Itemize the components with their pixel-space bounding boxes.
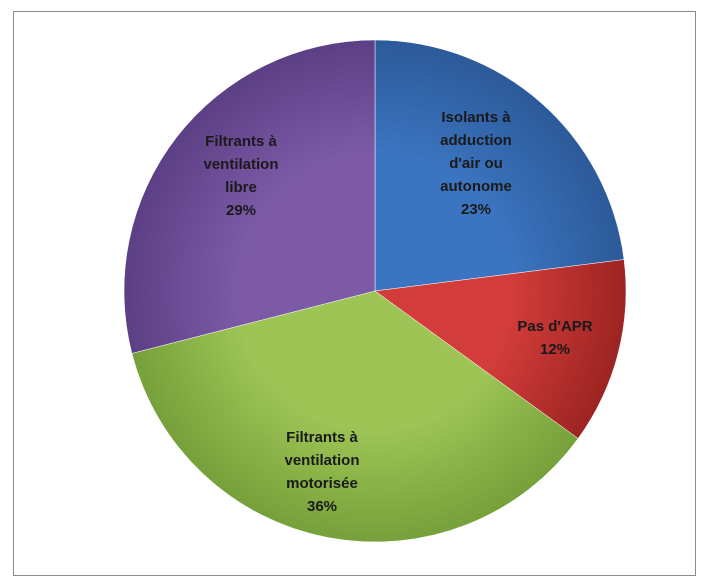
slice-percent-label: 23% (461, 201, 491, 218)
slice-label-line: ventilation (284, 452, 359, 469)
pie-slice-2 (131, 290, 579, 543)
slice-label-line: d'air ou (449, 155, 503, 172)
chart-area: Isolants à adduction d'air ou autonome 23% Pa… (13, 11, 696, 576)
slice-label-line: Pas d'APR (517, 318, 592, 335)
slice-label-line: ventilation (203, 156, 278, 173)
slice-label-line: Filtrants à (205, 133, 277, 150)
pie-slice-3 (123, 39, 376, 354)
slice-label-line: Filtrants à (286, 429, 358, 446)
slice-percent-label: 29% (226, 202, 256, 219)
slice-percent-label: 12% (540, 341, 570, 358)
slice-labels: Isolants à adduction d'air ou autonome 23% Pa… (203, 109, 592, 515)
slice-label-line: libre (225, 179, 257, 196)
slice-label-line: motorisée (286, 475, 358, 492)
pie-chart: Isolants à adduction d'air ou autonome 23% Pa… (123, 39, 627, 543)
slice-label-line: Isolants à (441, 109, 511, 126)
slice-label-2: Filtrants à ventilation motorisée 36% (284, 429, 359, 515)
slice-label-line: autonome (440, 178, 512, 195)
slice-percent-label: 36% (307, 498, 337, 515)
slice-label-0: Isolants à adduction d'air ou autonome 23% (440, 109, 512, 218)
pie-slices (123, 39, 627, 543)
pie-slice-0 (374, 39, 625, 292)
slice-label-3: Filtrants à ventilation libre 29% (203, 133, 278, 219)
slice-label-1: Pas d'APR 12% (517, 318, 592, 358)
slice-label-line: adduction (440, 132, 512, 149)
pie-slice-1 (374, 259, 627, 439)
